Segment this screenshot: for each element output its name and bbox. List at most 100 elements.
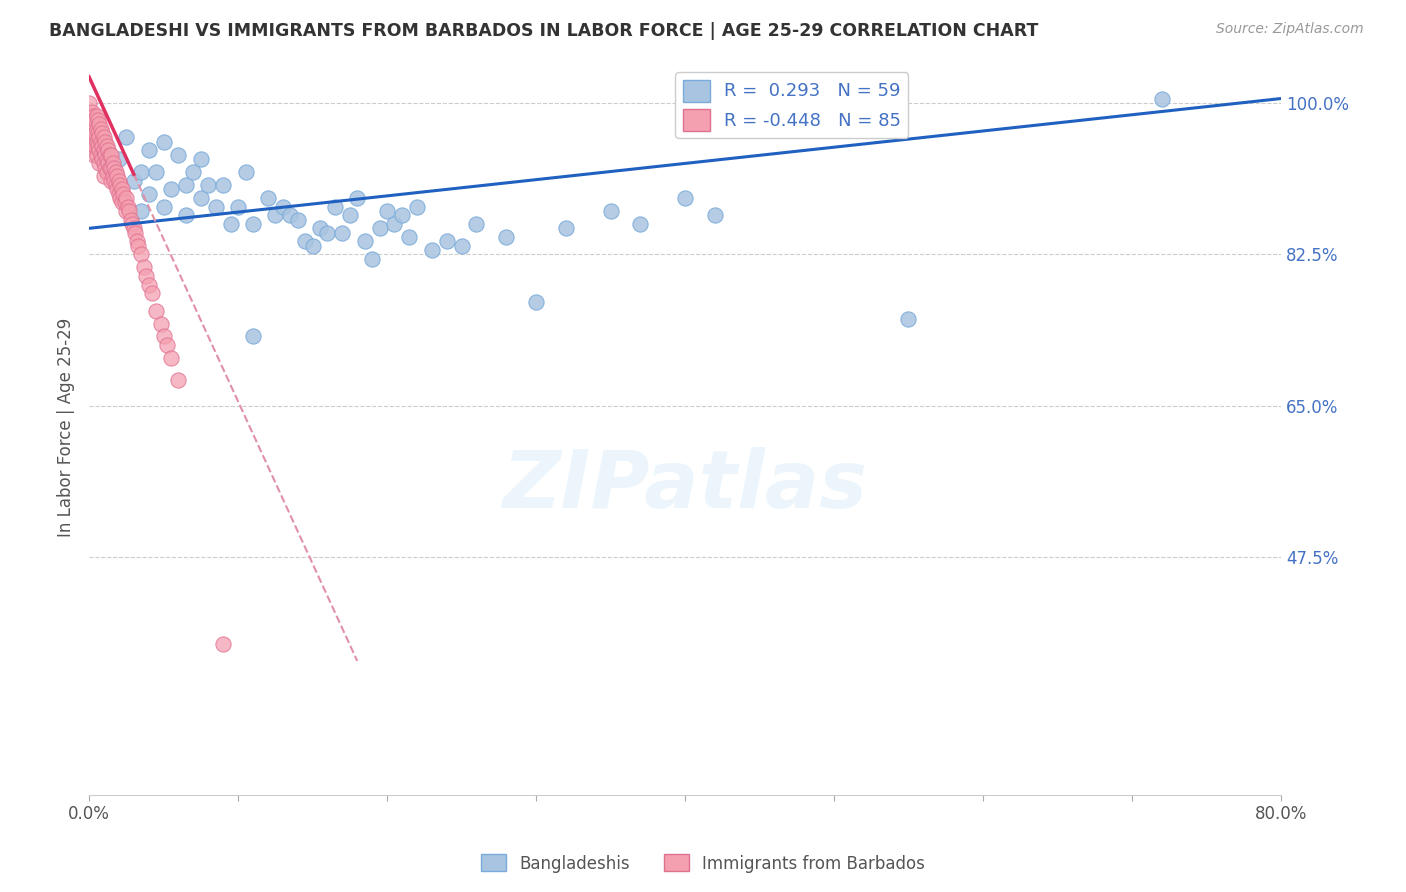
Point <box>242 217 264 231</box>
Text: BANGLADESHI VS IMMIGRANTS FROM BARBADOS IN LABOR FORCE | AGE 25-29 CORRELATION C: BANGLADESHI VS IMMIGRANTS FROM BARBADOS … <box>49 22 1039 40</box>
Point <box>111 195 134 210</box>
Point <box>330 226 353 240</box>
Point <box>190 152 212 166</box>
Point <box>90 135 112 149</box>
Point <box>183 165 205 179</box>
Point <box>160 182 183 196</box>
Point <box>94 135 117 149</box>
Point <box>89 144 111 158</box>
Point <box>141 286 163 301</box>
Point <box>420 243 443 257</box>
Point <box>89 118 111 132</box>
Point <box>108 152 131 166</box>
Point <box>125 235 148 249</box>
Point <box>93 144 115 158</box>
Point <box>98 161 121 175</box>
Point <box>152 135 174 149</box>
Point <box>1150 91 1173 105</box>
Point <box>145 165 167 179</box>
Point <box>703 208 725 222</box>
Point <box>152 200 174 214</box>
Point <box>465 217 488 231</box>
Point <box>287 212 309 227</box>
Point <box>398 230 420 244</box>
Point <box>124 226 146 240</box>
Point <box>90 121 112 136</box>
Point <box>135 268 157 283</box>
Point <box>89 156 111 170</box>
Point <box>149 317 172 331</box>
Point <box>86 121 108 136</box>
Point <box>96 152 118 166</box>
Point <box>97 156 120 170</box>
Point <box>114 195 136 210</box>
Point <box>84 126 107 140</box>
Point <box>309 221 332 235</box>
Point <box>316 226 339 240</box>
Point <box>86 109 108 123</box>
Point <box>86 135 108 149</box>
Point <box>91 152 114 166</box>
Point <box>93 169 115 184</box>
Point <box>167 148 190 162</box>
Point <box>80 139 103 153</box>
Point <box>105 169 128 184</box>
Point <box>405 200 427 214</box>
Point <box>108 186 131 201</box>
Point <box>167 373 190 387</box>
Point <box>174 208 197 222</box>
Point <box>235 165 257 179</box>
Point <box>104 178 127 192</box>
Point <box>112 186 135 201</box>
Point <box>294 235 316 249</box>
Point <box>79 130 101 145</box>
Point <box>384 217 406 231</box>
Point <box>212 178 235 192</box>
Point <box>84 139 107 153</box>
Point <box>361 252 384 266</box>
Point <box>155 338 177 352</box>
Point <box>554 221 576 235</box>
Point <box>242 329 264 343</box>
Point <box>77 95 100 110</box>
Point <box>673 191 696 205</box>
Point <box>391 208 413 222</box>
Point <box>129 165 152 179</box>
Point <box>226 200 249 214</box>
Point <box>120 212 142 227</box>
Point <box>80 121 103 136</box>
Point <box>86 148 108 162</box>
Point <box>115 204 138 219</box>
Text: Source: ZipAtlas.com: Source: ZipAtlas.com <box>1216 22 1364 37</box>
Point <box>204 200 226 214</box>
Point <box>138 144 160 158</box>
Point <box>301 238 323 252</box>
Point <box>129 247 152 261</box>
Point <box>628 217 651 231</box>
Point <box>450 238 472 252</box>
Point <box>93 130 115 145</box>
Point <box>110 191 132 205</box>
Point <box>122 221 145 235</box>
Point <box>495 230 517 244</box>
Y-axis label: In Labor Force | Age 25-29: In Labor Force | Age 25-29 <box>58 318 75 537</box>
Point <box>346 191 368 205</box>
Point <box>100 148 122 162</box>
Point <box>145 303 167 318</box>
Legend: Bangladeshis, Immigrants from Barbados: Bangladeshis, Immigrants from Barbados <box>475 847 931 880</box>
Point <box>190 191 212 205</box>
Point <box>129 204 152 219</box>
Point <box>111 182 134 196</box>
Point <box>353 235 375 249</box>
Point <box>599 204 621 219</box>
Point <box>100 174 122 188</box>
Point <box>174 178 197 192</box>
Point <box>101 156 124 170</box>
Point <box>83 121 105 136</box>
Point <box>105 182 128 196</box>
Point <box>87 139 110 153</box>
Point <box>122 174 145 188</box>
Point <box>117 200 139 214</box>
Point <box>323 200 346 214</box>
Point <box>212 637 235 651</box>
